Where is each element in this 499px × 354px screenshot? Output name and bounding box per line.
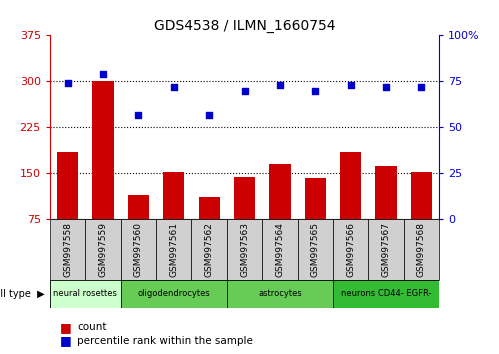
- Text: cell type  ▶: cell type ▶: [0, 289, 45, 299]
- Bar: [199, 197, 220, 266]
- Text: GSM997560: GSM997560: [134, 222, 143, 277]
- Text: GSM997565: GSM997565: [311, 222, 320, 277]
- Bar: [128, 195, 149, 266]
- Bar: [234, 177, 255, 266]
- Point: [99, 71, 107, 77]
- Bar: [121, 280, 227, 308]
- Bar: [269, 164, 290, 266]
- Point: [170, 84, 178, 90]
- Text: percentile rank within the sample: percentile rank within the sample: [77, 336, 253, 346]
- Bar: [375, 166, 397, 266]
- Text: oligodendrocytes: oligodendrocytes: [137, 289, 210, 298]
- Point: [418, 84, 426, 90]
- Point: [134, 112, 142, 118]
- Bar: [163, 172, 184, 266]
- Bar: [305, 178, 326, 266]
- Text: GSM997563: GSM997563: [240, 222, 249, 277]
- Point: [276, 82, 284, 88]
- Point: [311, 88, 319, 93]
- Text: GSM997559: GSM997559: [98, 222, 107, 277]
- Bar: [85, 219, 121, 280]
- Bar: [227, 219, 262, 280]
- Text: GSM997566: GSM997566: [346, 222, 355, 277]
- Bar: [340, 152, 361, 266]
- Text: count: count: [77, 322, 107, 332]
- Bar: [227, 280, 333, 308]
- Bar: [57, 152, 78, 266]
- Bar: [333, 280, 439, 308]
- Bar: [333, 219, 368, 280]
- Text: GSM997568: GSM997568: [417, 222, 426, 277]
- Text: ■: ■: [60, 334, 72, 347]
- Text: neurons CD44- EGFR-: neurons CD44- EGFR-: [341, 289, 431, 298]
- Text: GSM997558: GSM997558: [63, 222, 72, 277]
- Bar: [297, 219, 333, 280]
- Point: [347, 82, 355, 88]
- Bar: [404, 219, 439, 280]
- Point: [63, 80, 71, 86]
- Bar: [192, 219, 227, 280]
- Bar: [121, 219, 156, 280]
- Bar: [50, 219, 85, 280]
- Bar: [156, 219, 192, 280]
- Bar: [50, 280, 121, 308]
- Bar: [92, 81, 114, 266]
- Point: [241, 88, 249, 93]
- Text: astrocytes: astrocytes: [258, 289, 302, 298]
- Point: [205, 112, 213, 118]
- Point: [382, 84, 390, 90]
- Bar: [411, 172, 432, 266]
- Text: GSM997561: GSM997561: [169, 222, 178, 277]
- Text: GSM997564: GSM997564: [275, 222, 284, 277]
- Bar: [368, 219, 404, 280]
- Text: GSM997567: GSM997567: [382, 222, 391, 277]
- Text: neural rosettes: neural rosettes: [53, 289, 117, 298]
- Title: GDS4538 / ILMN_1660754: GDS4538 / ILMN_1660754: [154, 19, 335, 33]
- Bar: [262, 219, 297, 280]
- Text: GSM997562: GSM997562: [205, 222, 214, 277]
- Text: ■: ■: [60, 321, 72, 334]
